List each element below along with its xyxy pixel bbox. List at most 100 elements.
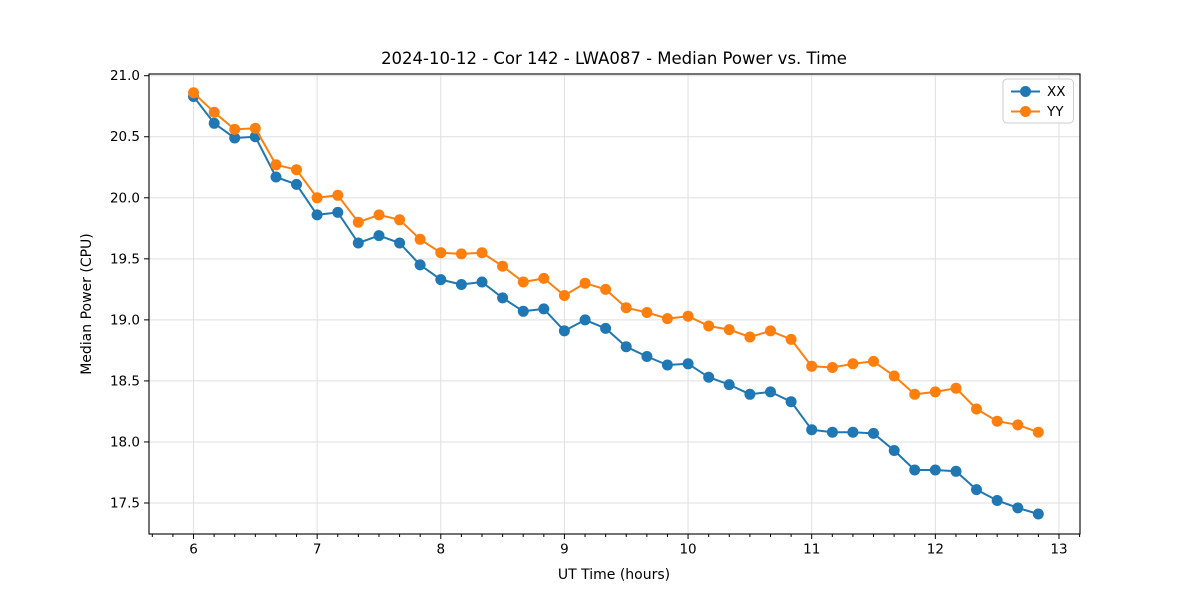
series-YY-point <box>847 358 859 370</box>
series-XX-point <box>229 132 241 144</box>
series-YY-point <box>950 382 962 394</box>
series-YY-point <box>249 122 261 134</box>
series-YY-point <box>600 283 612 295</box>
x-tick-label-6: 6 <box>189 542 198 558</box>
x-tick-label-8: 8 <box>436 542 445 558</box>
series-YY-point <box>806 360 818 372</box>
series-YY-point <box>826 362 838 373</box>
chart-title: 2024-10-12 - Cor 142 - LWA087 - Median P… <box>381 49 847 68</box>
series-XX-point <box>435 274 447 286</box>
series-YY-point <box>765 325 776 337</box>
series-XX-point <box>723 379 735 391</box>
y-tick-label-21.0: 21.0 <box>110 68 140 84</box>
series-YY-point <box>517 276 529 288</box>
series-XX-point <box>868 427 879 439</box>
series-XX-point <box>455 279 467 290</box>
series-XX-point <box>847 426 859 438</box>
series-XX-point <box>950 465 962 477</box>
series-XX-point <box>291 178 302 190</box>
series-YY-point <box>579 277 591 289</box>
series-XX-point <box>394 237 406 249</box>
x-tick-label-10: 10 <box>679 542 696 558</box>
y-tick-label-20.0: 20.0 <box>110 190 140 206</box>
y-tick-label-20.5: 20.5 <box>110 129 140 145</box>
series-YY-point <box>1032 426 1044 438</box>
series-XX-point <box>909 464 921 476</box>
series-XX-point <box>641 351 653 362</box>
series-XX-point <box>620 341 632 353</box>
series-YY-point <box>538 272 550 284</box>
y-tick-label-18.5: 18.5 <box>110 373 140 389</box>
legend-item-YY: YY <box>1011 104 1064 120</box>
series-XX-point <box>538 303 550 315</box>
legend-label-YY: YY <box>1046 104 1064 120</box>
series-XX-point <box>971 484 982 496</box>
series-YY-point <box>311 192 323 204</box>
series-YY-point <box>394 214 406 226</box>
series-YY-point <box>744 331 756 343</box>
series-YY-point <box>476 247 488 259</box>
y-axis-label: Median Power (CPU) <box>79 233 95 375</box>
series-XX-point <box>826 426 838 438</box>
series-YY-point <box>229 123 241 135</box>
series-YY-point <box>661 313 673 325</box>
series-YY-point <box>785 333 797 345</box>
x-tick-label-13: 13 <box>1050 542 1067 558</box>
series-XX-point <box>579 314 591 326</box>
series-XX <box>188 91 1044 520</box>
series-XX-point <box>352 237 364 249</box>
series-YY-point <box>909 388 921 400</box>
series-YY-point <box>270 159 282 171</box>
series-YY-point <box>641 307 653 318</box>
series-XX-point <box>1012 502 1024 514</box>
series-XX-point <box>497 292 509 304</box>
series-YY-point <box>497 260 509 272</box>
series-YY-point <box>888 370 900 382</box>
series-YY-point <box>352 216 364 228</box>
legend-label-XX: XX <box>1047 84 1066 100</box>
series-YY-point <box>1012 419 1024 431</box>
series-XX-point <box>991 495 1003 506</box>
series-XX-point <box>517 305 529 317</box>
x-tick-label-12: 12 <box>927 542 944 558</box>
series-XX-point <box>765 386 776 398</box>
series-XX-point <box>332 206 344 218</box>
series-YY-point <box>455 248 467 260</box>
y-tick-label-19.0: 19.0 <box>110 312 140 328</box>
x-tick-label-7: 7 <box>313 542 322 558</box>
series-XX-point <box>600 322 612 334</box>
series-YY-point <box>373 209 385 221</box>
series-XX-point <box>1032 508 1044 520</box>
series-XX-point <box>476 276 488 288</box>
series-XX-point <box>682 358 694 370</box>
x-tick-label-9: 9 <box>560 542 569 558</box>
y-tick-label-18.0: 18.0 <box>110 434 140 450</box>
series-YY <box>188 87 1044 438</box>
legend-marker-sample <box>1020 86 1031 97</box>
series-YY-point <box>971 403 982 415</box>
series-XX-point <box>311 209 323 221</box>
series-XX-point <box>208 117 220 129</box>
series-YY-point <box>332 189 344 201</box>
series-YY-point <box>723 324 735 336</box>
x-axis-ticks: 6 7 8 9 10 11 12 13 <box>189 534 1068 558</box>
series-YY-point <box>620 302 632 314</box>
series-XX-point <box>661 359 673 371</box>
series-YY-point <box>929 386 941 398</box>
grid-lines <box>149 74 1080 534</box>
series-XX-point <box>785 396 797 408</box>
series-XX-point <box>703 371 715 383</box>
series-YY-point <box>188 87 199 99</box>
series-XX-point <box>744 388 756 400</box>
series-XX-point <box>929 464 941 476</box>
x-tick-label-11: 11 <box>803 542 820 558</box>
series-YY-point <box>435 247 447 259</box>
series-XX-point <box>558 325 570 337</box>
series-YY-point <box>558 290 570 301</box>
series-XX-point <box>270 171 282 183</box>
series-YY-point <box>868 355 879 367</box>
series-XX-point <box>888 445 900 456</box>
